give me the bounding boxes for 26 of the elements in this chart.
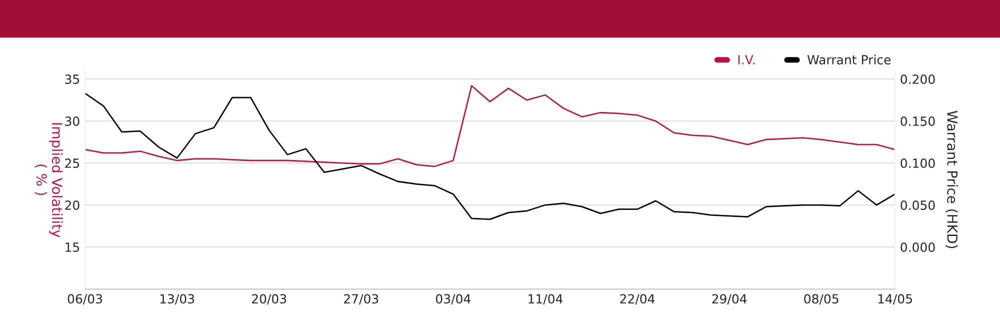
y2-tick-label: 0.000: [900, 242, 935, 252]
x-tick-label: 20/03: [252, 294, 286, 305]
y-tick-label: 30: [65, 116, 80, 126]
y-axis-title: Implied Volatility ( % ): [34, 123, 63, 238]
x-tick-label: 11/04: [528, 294, 563, 305]
y-tick-label: 25: [65, 158, 80, 168]
legend-label: Warrant Price: [807, 54, 891, 64]
legend-label: I.V.: [738, 55, 754, 64]
line-series: [85, 85, 895, 168]
y2-tick-label: 0.150: [900, 116, 935, 126]
y-tick-label: 35: [65, 74, 80, 84]
x-tick-label: 14/05: [878, 294, 912, 305]
x-tick-label: 06/03: [68, 294, 102, 305]
x-tick-label: 03/04: [436, 294, 470, 305]
x-tick-label: 22/04: [620, 294, 655, 305]
y2-tick-label: 0.200: [900, 74, 935, 84]
line-series: [85, 92, 895, 220]
y-tick-label: 20: [65, 200, 80, 210]
x-tick-label: 13/03: [160, 294, 194, 305]
x-tick-label: 29/04: [712, 294, 747, 305]
x-tick-label: 27/03: [344, 294, 378, 305]
y2-axis-title: Warrant Price (HKD): [945, 110, 958, 248]
y2-tick-label: 0.100: [900, 158, 935, 168]
y2-tick-label: 0.050: [900, 200, 935, 210]
x-tick-label: 08/05: [804, 294, 838, 305]
y-tick-label: 15: [66, 242, 80, 252]
